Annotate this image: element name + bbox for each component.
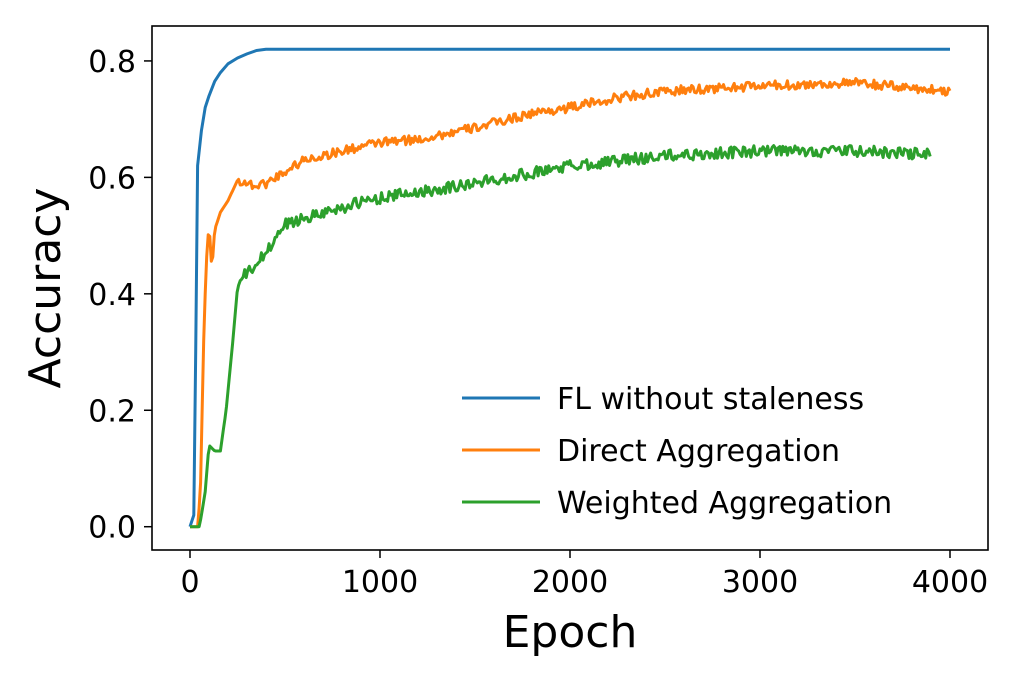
series-line-1 xyxy=(188,47,950,528)
legend-label: Weighted Aggregation xyxy=(557,486,892,521)
x-tick-label: 2000 xyxy=(532,565,608,600)
series-line-3 xyxy=(190,144,932,529)
y-axis-title: Accuracy xyxy=(20,188,71,389)
y-tick-label: 0.2 xyxy=(88,394,136,429)
y-tick-label: 0.0 xyxy=(88,511,136,546)
series-line-2 xyxy=(190,77,952,529)
y-tick-label: 0.6 xyxy=(88,161,136,196)
y-tick-label: 0.4 xyxy=(88,278,136,313)
x-tick-label: 1000 xyxy=(342,565,418,600)
legend: FL without staleness Direct Aggregation We… xyxy=(462,382,892,521)
x-tick-label: 0 xyxy=(180,565,199,600)
y-tick-label: 0.8 xyxy=(88,45,136,80)
x-tick-label: 3000 xyxy=(722,565,798,600)
legend-label: FL without staleness xyxy=(557,382,864,417)
series-layer xyxy=(188,47,952,529)
x-axis-title: Epoch xyxy=(503,607,638,658)
x-tick-label: 4000 xyxy=(912,565,988,600)
ticks-layer: 0 1000 2000 3000 4000 0.0 0.2 0.4 0.6 0.8 xyxy=(88,45,988,600)
legend-label: Direct Aggregation xyxy=(557,434,840,469)
